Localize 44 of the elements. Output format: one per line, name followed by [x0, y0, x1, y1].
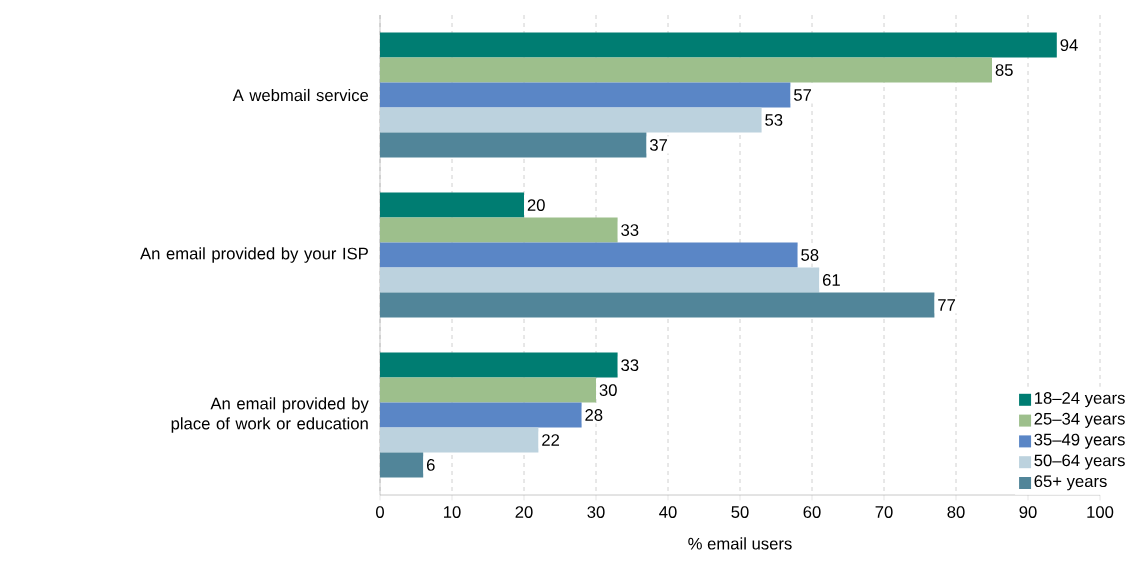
data-label: 30	[599, 384, 617, 396]
y-tick-label: An email provided by your ISP	[140, 247, 368, 263]
x-tick-label: 100	[1087, 506, 1114, 518]
bar	[380, 217, 618, 243]
x-tick-label: 0	[376, 506, 384, 518]
data-label: 57	[794, 89, 812, 101]
legend-label: 18–24 years	[1035, 392, 1125, 408]
legend-label: 25–34 years	[1034, 412, 1125, 428]
data-label: 53	[765, 114, 783, 126]
y-tick-label: An email provided by place of work or education	[171, 397, 369, 433]
data-label: 33	[621, 224, 639, 236]
x-tick-label: 70	[875, 506, 893, 518]
legend-label: 35–49 years	[1034, 433, 1125, 449]
bar	[380, 32, 1057, 58]
bar	[380, 267, 820, 293]
bar	[380, 452, 424, 478]
data-label: 77	[938, 299, 956, 311]
data-label: 61	[822, 274, 840, 286]
legend-label: 50–64 years	[1034, 454, 1125, 470]
data-label: 37	[649, 139, 668, 151]
x-tick-label: 30	[587, 506, 605, 518]
bar	[380, 427, 539, 453]
legend-label: 65+ years	[1034, 475, 1107, 491]
data-label: 58	[801, 249, 819, 261]
x-tick-label: 80	[947, 506, 965, 518]
x-tick-label: 20	[515, 506, 533, 518]
x-axis-title: % email users	[688, 537, 792, 550]
bar	[380, 192, 525, 218]
x-tick-label: 40	[659, 506, 677, 518]
x-tick-label: 10	[444, 506, 461, 518]
data-label: 28	[585, 409, 603, 421]
data-label: 33	[621, 359, 639, 371]
data-label: 85	[995, 64, 1013, 76]
x-tick-label: 90	[1019, 506, 1037, 518]
data-label: 6	[426, 459, 435, 471]
bar	[380, 377, 596, 403]
x-tick-label: 60	[803, 506, 821, 518]
x-tick-label: 50	[731, 506, 749, 518]
data-label: 94	[1060, 39, 1078, 51]
data-label: 20	[527, 199, 545, 211]
bar	[380, 352, 618, 378]
bar	[380, 132, 647, 158]
data-label: 22	[542, 434, 560, 446]
y-tick-label: A webmail service	[232, 88, 369, 102]
